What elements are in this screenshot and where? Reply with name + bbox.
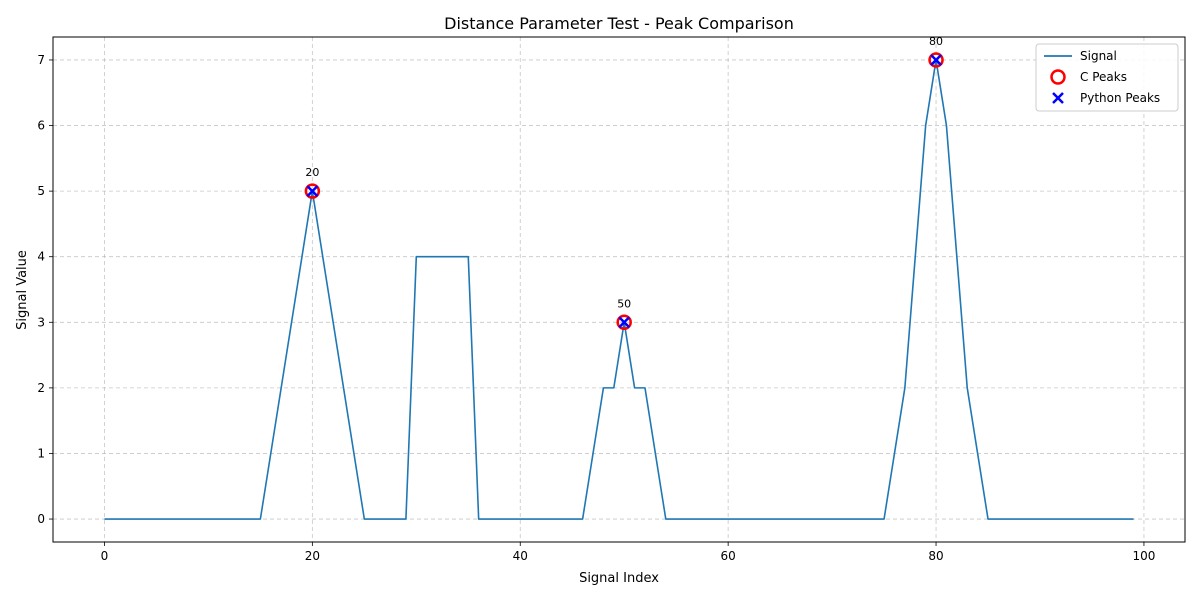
- peak-annotation-label: 20: [305, 166, 319, 179]
- python-peak-x-stroke: [306, 185, 319, 198]
- python-peak-marker: [618, 316, 631, 329]
- signal-line: [104, 59, 1134, 520]
- y-axis-label: Signal Value: [15, 250, 30, 330]
- legend-label: Python Peaks: [1080, 91, 1160, 105]
- c-peak-marker: [616, 314, 632, 331]
- peak-annotations: 20 50 80: [305, 35, 943, 310]
- x-tick-label: 100: [1132, 549, 1155, 563]
- y-tick-label: 3: [37, 315, 45, 329]
- legend-label: C Peaks: [1080, 70, 1127, 84]
- c-peak-marker: [304, 183, 321, 199]
- legend-entry: Signal: [1044, 49, 1117, 63]
- x-tick-label: 80: [928, 549, 943, 563]
- legend-entry: C Peaks: [1050, 69, 1127, 85]
- y-tick-label: 5: [37, 184, 45, 198]
- axis-ticks: 0 20 40 60 80 100 0 1 2 3 4 5 6 7: [37, 53, 1155, 563]
- plot-frame: [52, 36, 1186, 543]
- y-tick-label: 1: [37, 446, 45, 460]
- legend-circle-swatch: [1050, 69, 1066, 85]
- python-peak-x-stroke: [930, 54, 942, 66]
- y-tick-label: 0: [37, 512, 45, 526]
- x-tick-label: 60: [721, 549, 736, 563]
- chart-title: Distance Parameter Test - Peak Compariso…: [444, 14, 794, 33]
- peak-annotation-label: 80: [929, 35, 943, 48]
- x-tick-label: 40: [513, 549, 528, 563]
- grid-lines: [53, 37, 1185, 542]
- plot-series: [104, 52, 1134, 520]
- legend: Signal C Peaks Python Peaks: [1035, 43, 1179, 112]
- y-tick-label: 2: [37, 381, 45, 395]
- legend-entry: Python Peaks: [1052, 91, 1160, 105]
- legend-x-swatch: [1052, 92, 1064, 104]
- y-tick-label: 7: [37, 53, 45, 67]
- python-peak-marker: [306, 185, 319, 198]
- python-peak-marker: [930, 54, 942, 66]
- legend-label: Signal: [1080, 49, 1117, 63]
- x-axis-label: Signal Index: [579, 571, 659, 586]
- c-peak-marker: [928, 52, 944, 68]
- legend-box: [1035, 43, 1179, 112]
- peak-annotation-label: 50: [617, 297, 631, 310]
- y-tick-label: 4: [37, 250, 45, 264]
- y-tick-label: 6: [37, 119, 45, 133]
- x-tick-label: 20: [305, 549, 320, 563]
- x-tick-label: 0: [101, 549, 109, 563]
- python-peak-x-stroke: [618, 316, 631, 329]
